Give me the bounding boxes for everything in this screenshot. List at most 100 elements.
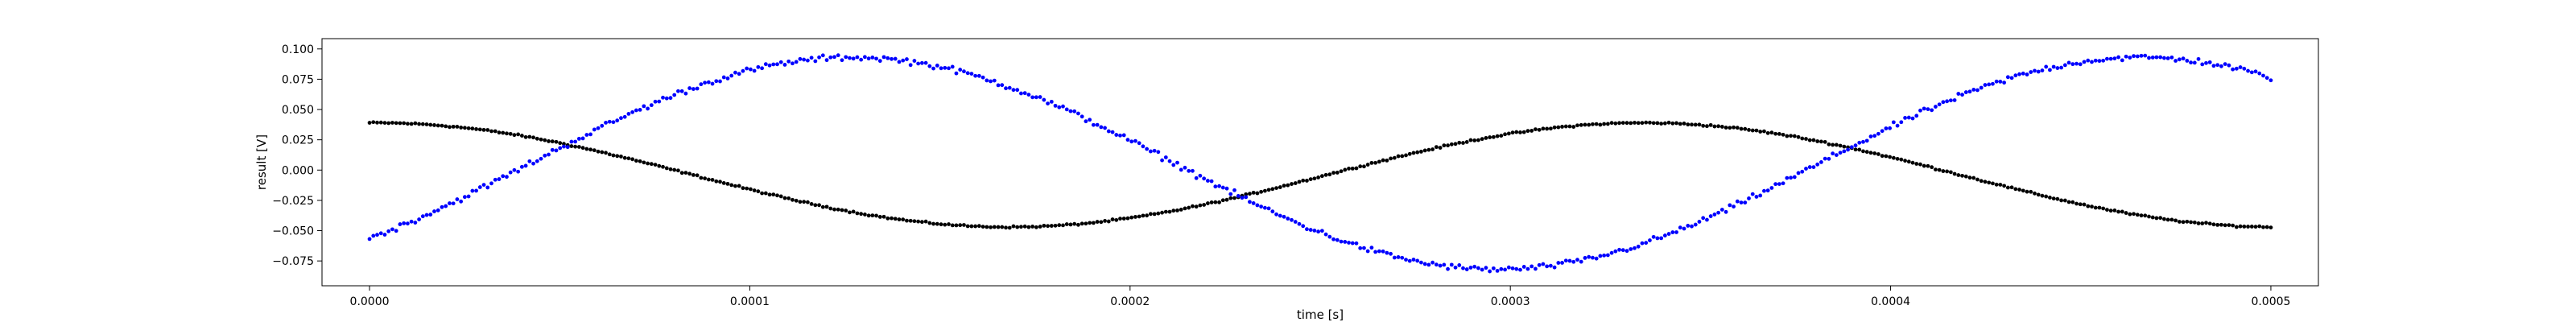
data-point (2048, 196, 2052, 200)
data-point (969, 72, 974, 76)
data-point (1282, 184, 1286, 188)
data-point (2128, 212, 2132, 217)
data-point (969, 224, 974, 229)
data-point (1594, 256, 1599, 261)
data-point (1434, 145, 1439, 150)
data-point (440, 123, 444, 128)
data-point (1785, 175, 1790, 180)
data-point (2165, 217, 2170, 222)
data-point (1906, 159, 1911, 164)
data-point (1091, 221, 1096, 225)
data-point (619, 116, 623, 121)
data-point (1617, 247, 1621, 252)
data-point (638, 108, 642, 112)
data-point (2017, 188, 2021, 192)
data-point (2196, 56, 2201, 61)
data-point (1495, 134, 1500, 138)
data-point (714, 79, 719, 84)
data-point (535, 136, 539, 141)
data-point (893, 217, 898, 221)
data-point (859, 212, 864, 217)
data-point (1846, 147, 1850, 152)
data-point (1705, 217, 1709, 222)
data-point (1605, 122, 1610, 126)
data-point (1987, 180, 1992, 185)
data-point (1525, 129, 1530, 134)
data-point (1167, 209, 1172, 214)
data-point (1049, 224, 1054, 228)
data-point (1648, 120, 1652, 125)
data-point (870, 56, 875, 60)
data-point (1248, 200, 1252, 204)
data-point (1419, 149, 1423, 154)
data-point (2204, 60, 2208, 65)
data-point (2215, 63, 2220, 68)
data-point (786, 196, 791, 200)
data-point (1099, 220, 1104, 225)
data-point (1319, 174, 1324, 179)
data-point (1411, 258, 1416, 262)
data-point (836, 53, 840, 58)
data-point (802, 57, 807, 62)
data-point (1552, 265, 1557, 270)
data-point (584, 133, 589, 137)
data-point (1838, 151, 1843, 155)
data-point (1274, 212, 1278, 217)
data-point (817, 55, 821, 60)
data-point (1758, 130, 1763, 134)
data-point (2021, 188, 2025, 193)
data-point (1419, 260, 1423, 265)
data-point (912, 59, 917, 63)
data-point (862, 55, 867, 60)
data-point (1335, 237, 1340, 242)
data-point (519, 134, 524, 138)
data-point (1789, 134, 1793, 138)
data-point (813, 59, 818, 64)
data-point (547, 139, 551, 143)
data-point (1457, 140, 1462, 145)
data-point (828, 55, 833, 60)
data-point (1118, 133, 1122, 138)
data-point (1148, 212, 1153, 217)
data-point (1057, 105, 1062, 109)
data-point (505, 175, 509, 180)
data-point (1068, 222, 1073, 227)
data-point (2246, 225, 2250, 229)
data-point (2070, 200, 2075, 204)
data-point (1583, 122, 1587, 127)
data-point (1339, 239, 1344, 244)
data-point (1518, 267, 1522, 272)
data-point (424, 213, 429, 217)
data-point (897, 217, 902, 221)
data-point (1556, 125, 1561, 130)
data-point (661, 95, 665, 100)
data-point (935, 64, 939, 68)
data-point (813, 203, 818, 208)
data-point (1956, 92, 1961, 96)
data-point (1872, 134, 1877, 138)
data-point (1015, 225, 1020, 229)
data-point (886, 216, 890, 221)
data-point (1244, 195, 1249, 200)
data-point (2066, 60, 2071, 65)
data-point (1534, 127, 1538, 131)
data-point (558, 141, 563, 146)
data-point (1106, 219, 1111, 224)
data-point (1121, 217, 1126, 221)
data-point (1365, 249, 1370, 254)
data-point (866, 213, 871, 218)
data-point (1205, 179, 1210, 183)
data-point (470, 188, 475, 193)
data-point (451, 201, 456, 206)
data-point (1103, 126, 1107, 130)
data-point (2074, 61, 2079, 66)
data-point (1392, 255, 1397, 260)
data-point (1587, 254, 1591, 259)
data-point (1114, 217, 1119, 222)
data-point (782, 196, 787, 200)
data-point (489, 129, 493, 134)
data-point (1152, 212, 1157, 217)
data-point (2177, 220, 2182, 224)
data-point (1899, 120, 1904, 125)
data-point (1301, 178, 1306, 183)
